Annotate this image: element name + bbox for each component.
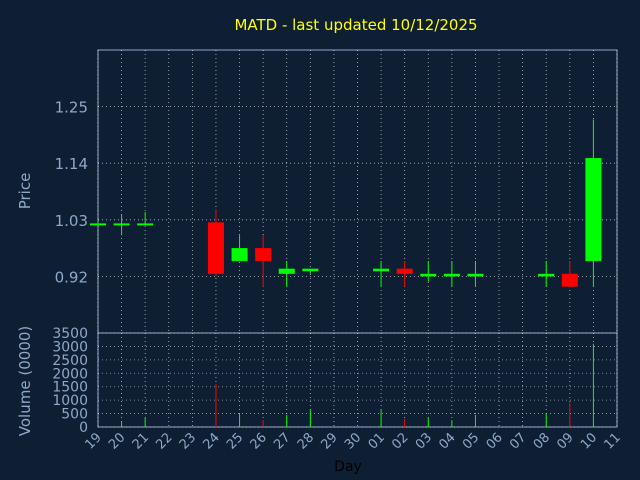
candle-body [302,268,319,272]
candle-body [90,223,106,226]
day-tick-label: 27 [271,430,293,452]
volume-tick-label: 0 [79,420,88,436]
volume-plot-frame [97,332,618,428]
day-ticks: 19 20 21 22 23 24 25 26 27 28 29 30 01 02 03 04 05 06 07 08… [83,430,624,452]
volume-tick-label: 500 [61,407,88,423]
day-tick-label: 20 [106,430,128,452]
day-tick-label: 01 [366,430,388,452]
candle-body [467,273,484,277]
day-tick-label: 02 [389,430,411,452]
day-tick-label: 24 [200,430,222,452]
day-tick-label: 08 [531,430,553,452]
day-tick-label: 30 [342,430,364,452]
candle-body [538,273,555,277]
chart-title: MATD - last updated 10/12/2025 [234,16,477,34]
price-tick-label: 0.92 [55,268,88,286]
day-tick-label: 03 [413,430,435,452]
candle-body [255,248,272,261]
volume-tick-label: 3500 [52,326,88,342]
price-tick-label: 1.03 [55,212,88,230]
candle-body [113,223,130,226]
day-tick-label: 26 [248,430,270,452]
day-tick-label: 23 [177,430,199,452]
candle-body [396,268,413,274]
price-tick-label: 1.25 [55,99,88,117]
price-tick-label: 1.14 [55,155,88,173]
candle-body [443,273,460,277]
volume-tick-label: 2500 [52,353,88,369]
volume-tick-label: 1000 [52,393,88,409]
candle-body [231,248,248,261]
day-tick-label: 21 [130,430,152,452]
day-tick-label: 28 [295,430,317,452]
day-tick-label: 04 [436,430,458,452]
price-grid [97,50,618,333]
volume-axis-label: Volume (0000) [16,326,34,436]
volume-tick-label: 2000 [52,366,88,382]
day-tick-label: 07 [507,430,529,452]
day-tick-label: 09 [554,430,576,452]
day-axis-label: Day [334,459,362,475]
volume-tick-label: 3000 [52,339,88,355]
day-tick-label: 06 [484,430,506,452]
candle-body [137,223,154,226]
volume-grid [97,332,618,428]
day-tick-label: 25 [224,430,246,452]
candle-body [207,222,224,274]
price-axis-label: Price [16,173,34,210]
candles [90,119,602,287]
price-panel: 0.92 1.03 1.14 1.25 Price [16,49,618,334]
candle-body [420,273,437,277]
volume-tick-label: 1500 [52,380,88,396]
day-tick-label: 22 [153,430,175,452]
day-tick-label: 05 [460,430,482,452]
day-tick-label: 10 [578,430,600,452]
candle-body [278,268,295,274]
day-tick-label: 11 [602,430,624,452]
candle-body [585,158,602,261]
candle-body [561,273,578,287]
candle-body [373,268,390,272]
day-tick-label: 29 [318,430,340,452]
price-y-ticks: 0.92 1.03 1.14 1.25 [55,99,88,287]
volume-bars [121,343,594,427]
